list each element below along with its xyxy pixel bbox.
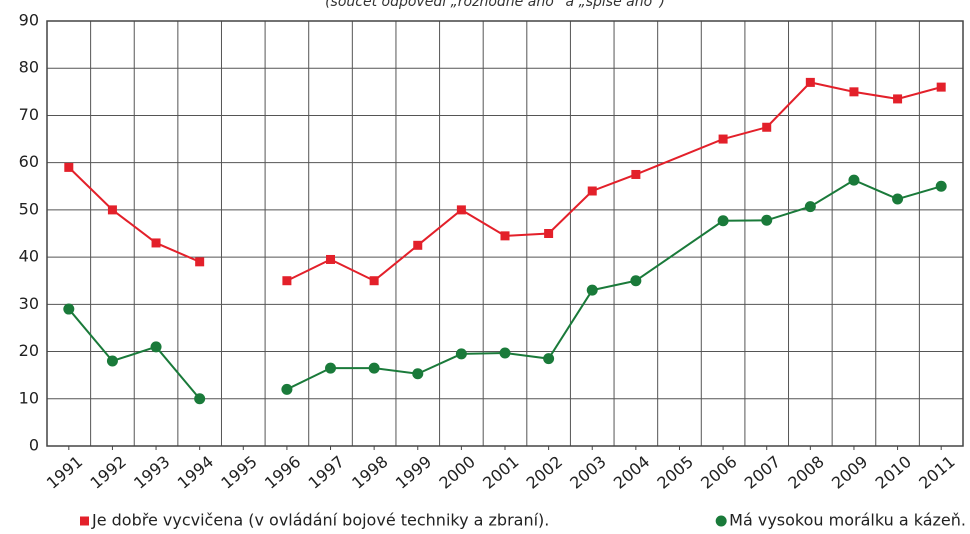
- marker: [413, 240, 423, 250]
- legend-marker: [80, 516, 89, 526]
- x-tick-label: 2008: [784, 452, 827, 493]
- x-tick-label: 1996: [261, 452, 304, 493]
- chart-subtitle: (součet odpovědí „rozhodně ano“ a „spíše…: [325, 0, 665, 10]
- plot-border: [46, 20, 964, 447]
- marker: [936, 82, 946, 92]
- marker: [64, 162, 74, 172]
- marker: [761, 214, 773, 226]
- x-tick-label: 2000: [435, 452, 478, 493]
- marker: [893, 94, 903, 104]
- marker: [717, 215, 729, 227]
- marker: [455, 348, 467, 360]
- marker: [544, 229, 554, 238]
- legend-marker: [715, 515, 727, 527]
- marker: [500, 231, 510, 241]
- marker: [107, 205, 117, 215]
- x-tick-label: 2002: [523, 452, 566, 493]
- marker: [194, 393, 206, 405]
- marker: [718, 134, 728, 144]
- y-tick-label: 60: [19, 152, 39, 171]
- marker: [412, 368, 424, 380]
- marker: [281, 383, 293, 395]
- x-tick-label: 1991: [43, 452, 86, 493]
- marker: [456, 205, 466, 215]
- marker: [587, 186, 597, 196]
- marker: [151, 238, 161, 248]
- marker: [892, 193, 904, 205]
- marker: [106, 355, 118, 367]
- marker: [326, 254, 336, 264]
- marker: [543, 353, 555, 365]
- y-tick-label: 80: [19, 58, 39, 77]
- y-tick-label: 70: [19, 105, 39, 124]
- y-tick-label: 50: [19, 199, 39, 218]
- marker: [848, 174, 860, 186]
- y-tick-label: 10: [19, 388, 39, 407]
- marker: [762, 122, 772, 132]
- x-tick-label: 2006: [697, 452, 740, 493]
- marker: [631, 169, 641, 179]
- x-tick-label: 2010: [872, 452, 915, 493]
- y-tick-label: 0: [29, 436, 39, 455]
- marker: [586, 284, 598, 296]
- marker: [368, 362, 380, 374]
- marker: [63, 303, 75, 315]
- marker: [150, 341, 162, 353]
- marker: [805, 77, 815, 87]
- marker: [369, 276, 379, 286]
- marker: [195, 257, 205, 267]
- marker: [282, 276, 292, 286]
- marker: [935, 180, 947, 192]
- x-tick-label: 2001: [479, 452, 522, 493]
- y-tick-label: 90: [19, 11, 39, 30]
- legend-label: Má vysokou morálku a kázeň.: [729, 511, 966, 530]
- y-tick-label: 20: [19, 341, 39, 360]
- x-tick-label: 2011: [915, 452, 958, 493]
- x-tick-label: 1997: [305, 452, 348, 493]
- x-tick-label: 2003: [566, 452, 609, 493]
- y-tick-label: 30: [19, 294, 39, 313]
- marker: [499, 347, 511, 359]
- x-tick-label: 1995: [217, 452, 260, 493]
- x-tick-label: 1992: [86, 452, 129, 493]
- y-tick-label: 40: [19, 247, 39, 266]
- marker: [630, 275, 642, 287]
- marker: [325, 362, 337, 374]
- x-tick-label: 1993: [130, 452, 173, 493]
- x-tick-label: 2004: [610, 452, 653, 493]
- x-tick-label: 2005: [654, 452, 697, 493]
- marker: [849, 87, 859, 97]
- x-tick-label: 2007: [741, 452, 784, 493]
- legend-label: Je dobře vycvičena (v ovládání bojové te…: [91, 511, 549, 530]
- x-tick-label: 1998: [348, 452, 391, 493]
- x-tick-label: 1999: [392, 452, 435, 493]
- x-tick-label: 2009: [828, 452, 871, 493]
- marker: [804, 201, 816, 213]
- x-tick-label: 1994: [174, 452, 217, 493]
